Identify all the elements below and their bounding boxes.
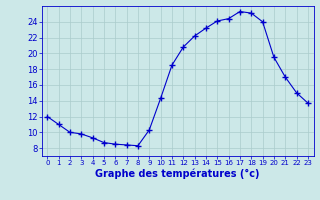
X-axis label: Graphe des températures (°c): Graphe des températures (°c): [95, 169, 260, 179]
